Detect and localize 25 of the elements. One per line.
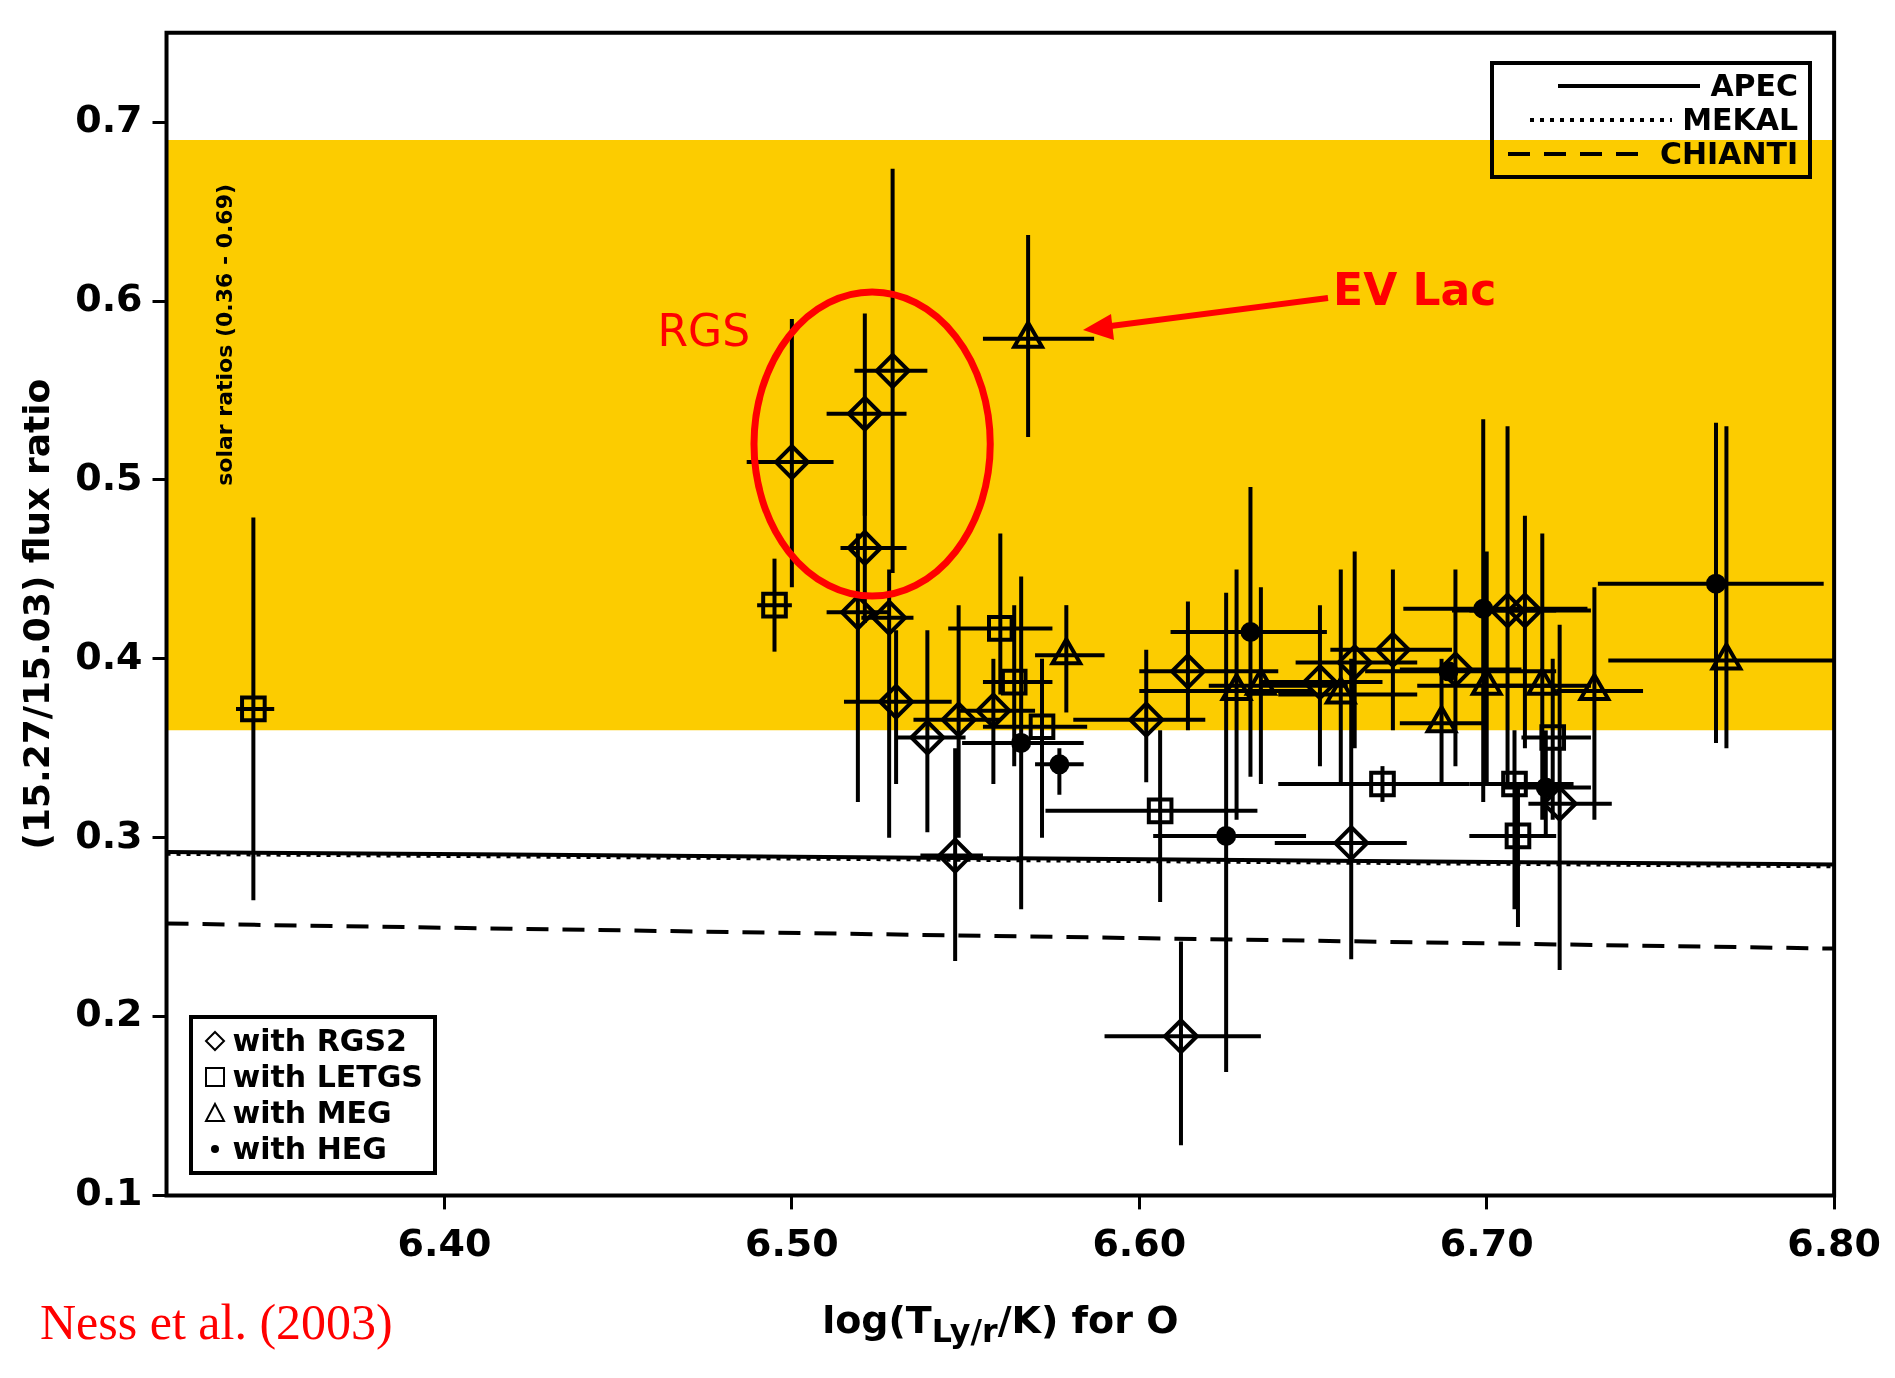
x-tick-label: 6.60	[1092, 1221, 1187, 1266]
y-tick-label: 0.5	[75, 454, 143, 499]
x-axis-title: log(T$_{Ly/r}$/K) for O	[821, 1298, 1180, 1349]
x-tick-label: 6.40	[397, 1221, 492, 1266]
x-tick-label: 6.80	[1787, 1221, 1881, 1266]
y-tick-label: 0.1	[75, 1170, 143, 1215]
legend-label: MEKAL	[1682, 101, 1799, 137]
annotation: RGS	[657, 304, 751, 356]
y-tick-label: 0.6	[75, 275, 143, 320]
text: Ness et al. (2003)	[40, 1293, 393, 1351]
x-tick-label: 6.50	[744, 1221, 839, 1266]
legend-label: with MEG	[232, 1095, 392, 1132]
legend-label: CHIANTI	[1659, 135, 1799, 171]
band-label: solar ratios (0.36 - 0.69)	[212, 183, 238, 486]
y-axis-title: (15.27/15.03) flux ratio	[15, 378, 57, 850]
y-tick-label: 0.7	[75, 97, 143, 142]
y-tick-label: 0.4	[75, 633, 143, 678]
x-tick-label: 6.70	[1439, 1221, 1534, 1266]
y-tick-label: 0.3	[75, 812, 143, 857]
legend-label: with RGS2	[232, 1023, 407, 1060]
annotation: EV Lac	[1333, 264, 1497, 316]
legend-label: APEC	[1710, 67, 1799, 103]
y-tick-label: 0.2	[75, 991, 143, 1036]
legend-label: with LETGS	[232, 1059, 423, 1096]
legend-label: with HEG	[232, 1131, 387, 1168]
